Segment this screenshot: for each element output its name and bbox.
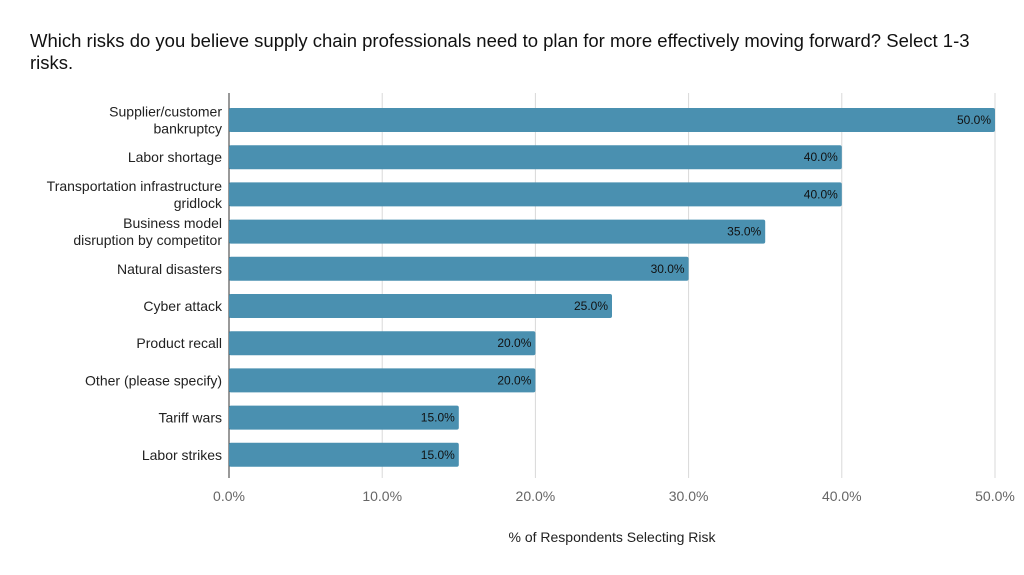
x-tick-label: 30.0% (669, 488, 709, 504)
category-label: Labor strikes (142, 447, 222, 463)
bar (229, 368, 536, 393)
data-label: 40.0% (804, 187, 838, 201)
data-label: 50.0% (957, 113, 991, 127)
x-tick-label: 40.0% (822, 488, 862, 504)
category-labels: Supplier/customer bankruptcy Labor shortag… (47, 104, 223, 463)
bar (229, 108, 995, 132)
chart-title: Which risks do you believe supply chain … (30, 30, 970, 73)
category-label: Product recall (136, 335, 222, 351)
category-label: Labor shortage (128, 149, 222, 165)
data-label: 40.0% (804, 150, 838, 164)
category-label: Transportation infrastructure gridlock (47, 178, 223, 211)
data-label: 25.0% (574, 299, 608, 313)
data-label: 30.0% (651, 262, 685, 276)
x-tick-labels: 0.0% 10.0% 20.0% 30.0% 40.0% 50.0% (213, 488, 1015, 504)
category-label: Other (please specify) (85, 372, 222, 388)
data-label: 20.0% (497, 336, 531, 350)
x-axis-title: % of Respondents Selecting Risk (509, 529, 717, 545)
bar (229, 294, 612, 318)
bar (229, 182, 842, 207)
category-label: Cyber attack (143, 298, 223, 314)
data-label: 20.0% (497, 373, 531, 387)
data-label: 15.0% (421, 448, 455, 462)
x-tick-label: 20.0% (516, 488, 556, 504)
bar (229, 145, 842, 170)
bar (229, 219, 766, 244)
bar (229, 256, 689, 281)
bar (229, 442, 459, 467)
category-label: Supplier/customer bankruptcy (109, 104, 222, 137)
data-label: 15.0% (421, 411, 455, 425)
category-label: Business model disruption by competitor (73, 215, 222, 248)
bars: 50.0% 40.0% 40.0% 35.0% 30.0% 25.0% 20.0% 20.0%… (229, 108, 995, 467)
x-tick-label: 0.0% (213, 488, 245, 504)
bar (229, 405, 459, 430)
category-label: Tariff wars (158, 410, 222, 426)
x-tick-label: 10.0% (362, 488, 402, 504)
bar (229, 331, 536, 356)
category-label: Natural disasters (117, 261, 222, 277)
data-label: 35.0% (727, 225, 761, 239)
x-tick-label: 50.0% (975, 488, 1015, 504)
